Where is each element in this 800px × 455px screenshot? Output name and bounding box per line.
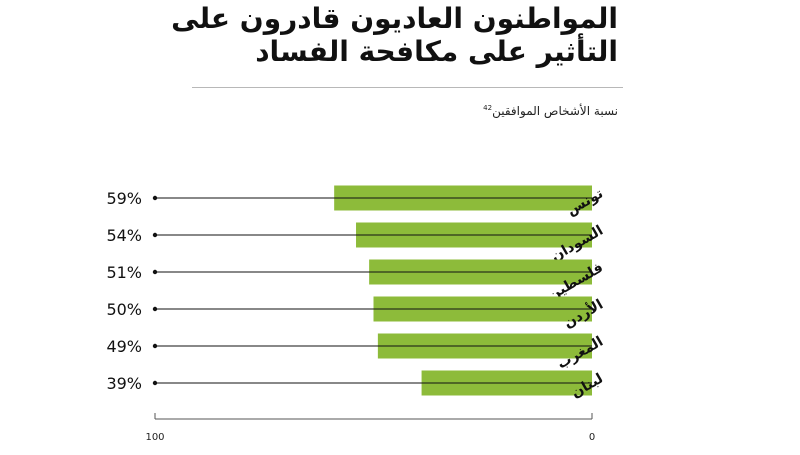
value-label-1: 54% <box>106 226 142 245</box>
title-divider <box>192 87 623 88</box>
leader-dot-1 <box>152 232 158 238</box>
leader-dot-4 <box>152 343 158 349</box>
x-tick-label-100: 100 <box>145 432 164 443</box>
chart-title: المواطنون العاديون قادرون على التأثير عل… <box>58 2 618 68</box>
chart-title-line-1: المواطنون العاديون قادرون على <box>171 2 618 35</box>
subtitle-footnote: 42 <box>483 104 493 112</box>
subtitle-text: نسبة الأشخاص الموافقين <box>492 104 618 118</box>
x-tick-label-0: 0 <box>589 432 595 443</box>
leader-dot-3 <box>152 306 158 312</box>
value-label-4: 49% <box>106 337 142 356</box>
leader-dot-5 <box>152 380 158 386</box>
value-label-0: 59% <box>106 189 142 208</box>
value-label-3: 50% <box>106 300 142 319</box>
chart-subtitle: نسبة الأشخاص الموافقين42 <box>483 104 618 118</box>
value-label-2: 51% <box>106 263 142 282</box>
leader-dot-2 <box>152 269 158 275</box>
chart-title-line-2: التأثير على مكافحة الفساد <box>255 35 618 68</box>
leader-dot-0 <box>152 195 158 201</box>
value-label-5: 39% <box>106 374 142 393</box>
